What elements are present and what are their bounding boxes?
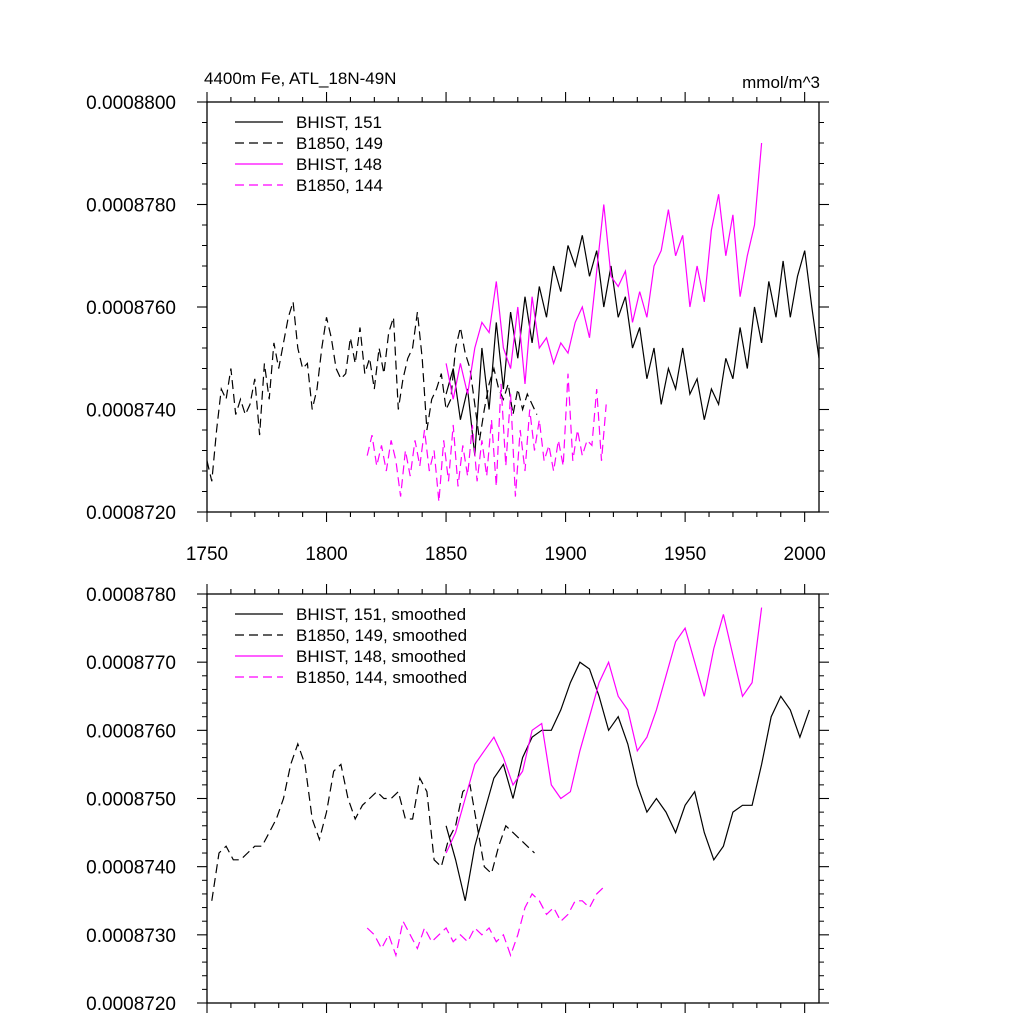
top-x-tick-label: 1850 (425, 544, 467, 565)
top-x-tick-label: 1800 (305, 544, 347, 565)
bottom-legend-label-3: BHIST, 148, smoothed (296, 647, 466, 666)
top-y-tick-label: 0.0008740 (86, 401, 176, 422)
top-legend-label-2: B1850, 149 (296, 134, 383, 153)
bottom-y-tick-label: 0.0008760 (86, 721, 176, 742)
bottom-series-line-1 (445, 661, 810, 901)
bottom-legend-label-4: B1850, 144, smoothed (296, 668, 467, 687)
bottom-panel: 0.0008720 0.0008730 0.0008740 0.0008750 0.00… (86, 584, 829, 1015)
bottom-y-tick-label: 0.0008780 (86, 585, 176, 606)
bottom-y-tick-label: 0.0008770 (86, 653, 176, 674)
top-y-tick-label: 0.0008780 (86, 196, 176, 217)
chart-title: 4400m Fe, ATL_18N-49N (204, 69, 396, 88)
top-x-tick-label: 1950 (664, 544, 706, 565)
top-x-tick-label: 2000 (784, 544, 826, 565)
top-series-line-1 (445, 235, 819, 456)
bottom-legend-label-2: B1850, 149, smoothed (296, 626, 467, 645)
bottom-series-line-2 (211, 742, 535, 901)
bottom-y-tick-label: 0.0008750 (86, 790, 176, 811)
bottom-series-line-3 (445, 607, 763, 854)
top-panel: 1750 1800 1850 1900 1950 2000 0.0008720 0.00087… (86, 92, 829, 565)
top-x-tick-label: 1900 (544, 544, 586, 565)
top-legend-label-1: BHIST, 151 (296, 113, 382, 132)
bottom-y-tick-label: 0.0008720 (86, 994, 176, 1015)
top-y-tick-label: 0.0008800 (86, 93, 176, 114)
top-y-tick-label: 0.0008760 (86, 298, 176, 319)
top-series-line-4 (366, 373, 607, 502)
top-series-line-2 (207, 301, 538, 482)
top-y-tick-label: 0.0008720 (86, 503, 176, 524)
top-x-tick-label: 1750 (186, 544, 228, 565)
top-legend-label-3: BHIST, 148 (296, 155, 382, 174)
top-legend-label-4: B1850, 144 (296, 176, 383, 195)
bottom-y-tick-label: 0.0008730 (86, 926, 176, 947)
top-series-line-3 (445, 142, 763, 400)
units-label: mmol/m^3 (742, 73, 820, 92)
bottom-y-tick-label: 0.0008740 (86, 858, 176, 879)
bottom-legend-label-1: BHIST, 151, smoothed (296, 605, 466, 624)
bottom-series-line-4 (366, 886, 605, 958)
